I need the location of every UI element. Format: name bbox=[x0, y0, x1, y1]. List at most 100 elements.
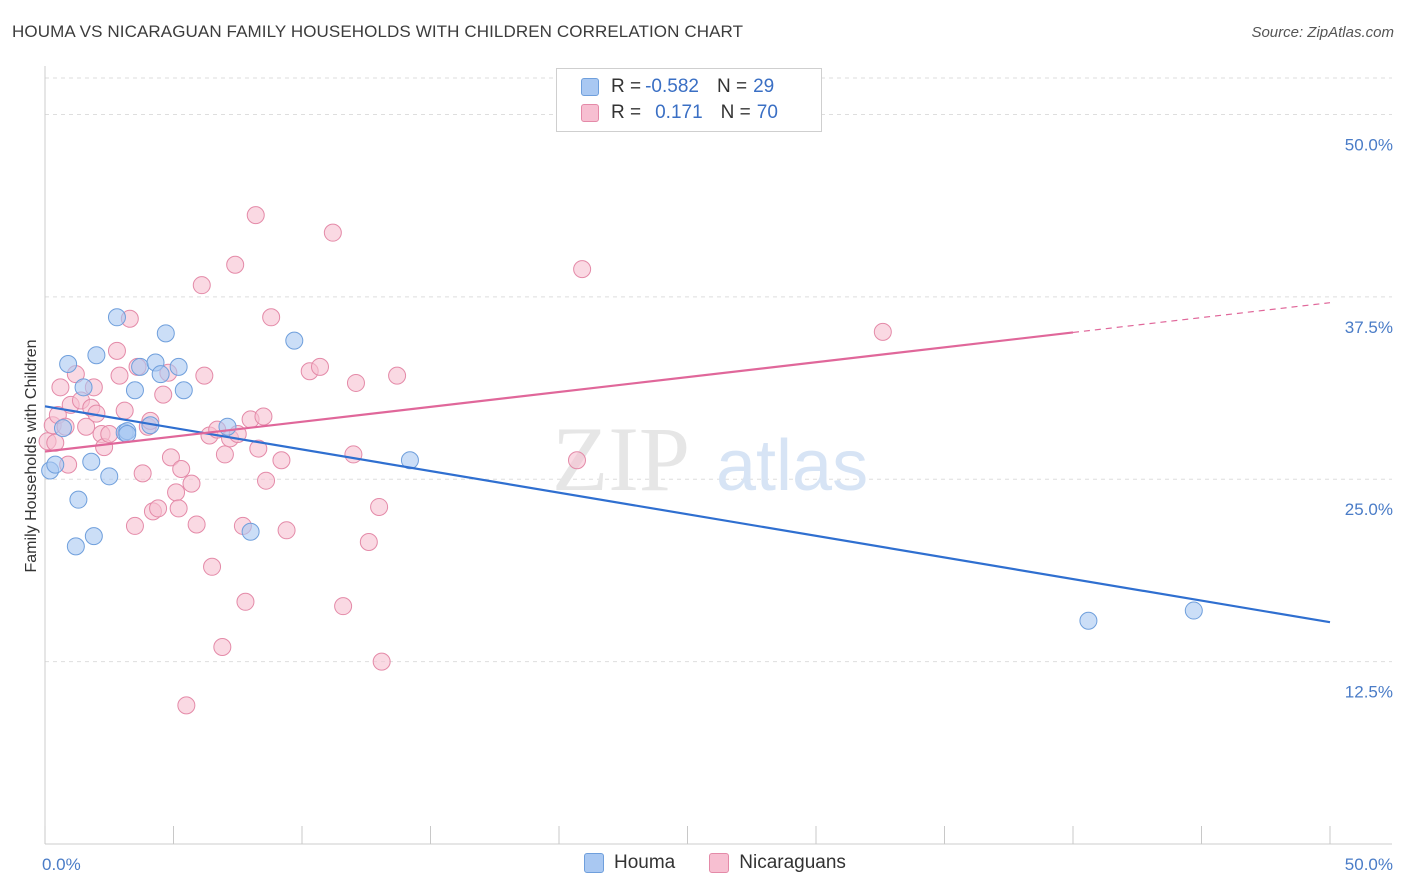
nicaraguans-point bbox=[182, 474, 201, 493]
houma-point bbox=[53, 419, 72, 438]
legend-row-nicaraguans: R = 0.171 N = 70 bbox=[581, 101, 778, 125]
houma-point bbox=[84, 527, 103, 546]
nicaraguans-point bbox=[213, 638, 232, 657]
houma-point bbox=[174, 381, 193, 400]
n-label: N = bbox=[720, 102, 751, 123]
nicaraguans-point bbox=[573, 260, 592, 279]
nicaraguans-point bbox=[215, 445, 234, 464]
houma-point bbox=[87, 346, 106, 365]
nicaraguans-legend-label: Nicaraguans bbox=[739, 852, 846, 873]
y-tick-label: 12.5% bbox=[1345, 683, 1393, 702]
legend-row-houma: R = -0.582 N = 29 bbox=[581, 75, 774, 99]
nicaraguans-point bbox=[310, 357, 329, 376]
nicaraguans-point bbox=[100, 425, 119, 444]
houma-legend-label: Houma bbox=[614, 852, 676, 873]
houma-legend-swatch bbox=[584, 853, 604, 873]
houma-r-value: -0.582 bbox=[645, 76, 699, 97]
y-tick-label: 50.0% bbox=[1345, 135, 1393, 154]
houma-point bbox=[156, 324, 175, 343]
houma-point bbox=[400, 451, 419, 470]
nicaraguans-r-value: 0.171 bbox=[655, 102, 703, 123]
houma-n-value: 29 bbox=[753, 76, 775, 97]
x-tick-labels: 0.0% 50.0% bbox=[42, 855, 1393, 874]
legend-item-nicaraguans[interactable]: Nicaraguans bbox=[709, 852, 846, 874]
houma-point bbox=[107, 308, 126, 327]
houma-point bbox=[100, 467, 119, 486]
houma-point bbox=[241, 522, 260, 541]
houma-point bbox=[118, 425, 137, 444]
nicaraguans-point bbox=[149, 499, 168, 518]
trend-lines bbox=[44, 302, 1331, 624]
r-label: R = bbox=[611, 102, 642, 123]
nicaraguans-point bbox=[169, 499, 188, 518]
nicaraguans-point bbox=[107, 341, 126, 360]
nicaraguans-point bbox=[272, 451, 291, 470]
nicaraguans-point bbox=[346, 373, 365, 392]
axes bbox=[44, 66, 1392, 845]
nicaraguans-point bbox=[51, 378, 70, 397]
x-tick-label: 0.0% bbox=[42, 855, 81, 874]
source-credit: Source: ZipAtlas.com bbox=[1251, 24, 1394, 41]
n-label: N = bbox=[716, 76, 748, 97]
nicaraguans-point bbox=[161, 448, 180, 467]
nicaraguans-point bbox=[226, 255, 245, 274]
nicaraguans-point bbox=[277, 521, 296, 540]
nicaraguans-point bbox=[246, 206, 265, 225]
nicaraguans-point bbox=[262, 308, 281, 327]
r-label: R = bbox=[611, 76, 642, 97]
nicaraguans-point bbox=[372, 652, 391, 671]
nicaraguans-point bbox=[257, 471, 276, 490]
houma-swatch bbox=[581, 78, 599, 96]
nicaraguans-legend-swatch bbox=[709, 853, 730, 873]
nicaraguans-point bbox=[254, 407, 273, 426]
houma-points bbox=[41, 308, 1203, 630]
houma-point bbox=[46, 455, 65, 474]
houma-point bbox=[151, 365, 170, 384]
houma-point bbox=[59, 354, 78, 373]
legend-item-houma[interactable]: Houma bbox=[584, 852, 675, 874]
nicaraguans-point bbox=[133, 464, 152, 483]
x-tick-label: 50.0% bbox=[1345, 855, 1393, 874]
nicaraguans-point bbox=[110, 366, 129, 385]
nicaraguans-point bbox=[192, 276, 211, 295]
nicaraguans-point bbox=[873, 322, 892, 341]
nicaraguans-trend-line bbox=[44, 331, 1074, 453]
chart-title: HOUMA VS NICARAGUAN FAMILY HOUSEHOLDS WI… bbox=[12, 22, 744, 41]
houma-point bbox=[66, 537, 85, 556]
houma-point bbox=[74, 378, 93, 397]
y-tick-labels: 12.5% 25.0% 37.5% 50.0% bbox=[1345, 135, 1393, 701]
y-tick-label: 25.0% bbox=[1345, 500, 1393, 519]
nicaraguans-point bbox=[370, 497, 389, 516]
series-legend: Houma Nicaraguans bbox=[584, 852, 880, 874]
houma-point bbox=[169, 357, 188, 376]
houma-point bbox=[82, 452, 101, 471]
houma-point bbox=[1079, 611, 1098, 630]
stats-legend: R = -0.582 N = 29 R = 0.171 N = 70 bbox=[556, 68, 822, 132]
houma-trend-line bbox=[44, 405, 1331, 624]
nicaraguans-trend-line-extension bbox=[1072, 302, 1331, 334]
nicaraguans-point bbox=[323, 223, 342, 242]
watermark-atlas: atlas bbox=[716, 426, 868, 506]
nicaraguans-point bbox=[249, 439, 268, 458]
houma-point bbox=[125, 381, 144, 400]
nicaraguans-point bbox=[334, 597, 353, 616]
watermark: ZIP atlas bbox=[552, 408, 868, 510]
y-tick-label: 37.5% bbox=[1345, 318, 1393, 337]
nicaraguans-n-value: 70 bbox=[756, 102, 778, 123]
grid-lines bbox=[45, 77, 1392, 663]
nicaraguans-point bbox=[195, 366, 214, 385]
nicaraguans-point bbox=[115, 401, 134, 420]
nicaraguans-point bbox=[236, 592, 255, 611]
nicaraguans-point bbox=[77, 417, 96, 436]
houma-point bbox=[131, 357, 150, 376]
nicaraguans-point bbox=[187, 515, 206, 534]
nicaraguans-point bbox=[167, 483, 186, 502]
houma-point bbox=[1184, 601, 1203, 620]
nicaraguans-point bbox=[177, 696, 196, 715]
nicaraguans-point bbox=[359, 532, 378, 551]
nicaraguans-point bbox=[154, 385, 173, 404]
nicaraguans-point bbox=[172, 460, 191, 479]
nicaraguans-point bbox=[344, 445, 363, 464]
nicaraguans-point bbox=[125, 516, 144, 535]
